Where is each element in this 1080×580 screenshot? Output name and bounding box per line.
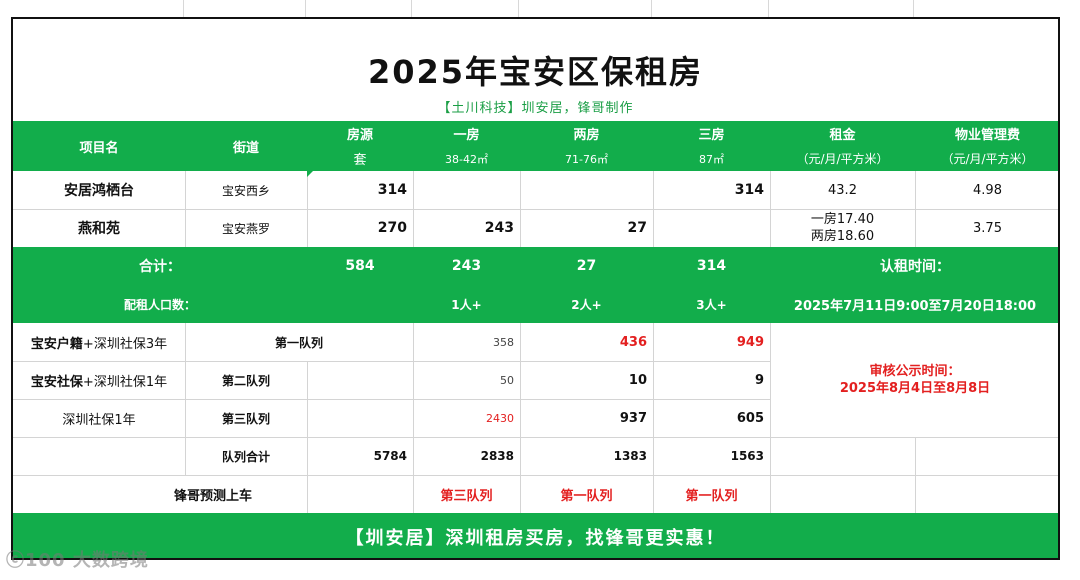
table-row-mgmt-fee: 4.98 [973,182,1002,198]
prediction-two-bed: 第一队列 [560,488,613,504]
total-listings: 584 [345,258,375,274]
queue-total-listings: 5784 [373,449,407,463]
queue-total-two-bed: 1383 [613,449,647,463]
table-row-two-bed [520,171,653,209]
header-listings: 房源 [346,128,373,143]
queue-row-name: 深圳社保1年 [13,399,185,437]
queue-row-one-bed: 2430 [486,411,514,425]
header-street: 街道 [232,140,259,156]
review-time: 审核公示时间： 2025年8月4日至8月8日 [770,323,1058,437]
header-three-bed: 三房 [698,128,725,143]
watermark: ⓒ100 大数跨境 [6,546,149,572]
totals-band [13,247,1058,323]
table-row-rent: 43.2 [828,182,857,198]
total-two-bed: 27 [576,258,597,274]
header-one-bed-area: 38-42㎡ [445,152,488,166]
ratio-label: 配租人口数： [123,297,196,312]
table-row-project: 燕和苑 [78,221,120,237]
queue-row-one-bed: 358 [493,335,514,349]
table-row-listings: 270 [377,220,407,236]
queue-row-three-bed: 949 [736,334,764,350]
queue-row-one-bed: 50 [500,373,514,387]
rent-two-bed: 两房18.60 [810,229,875,244]
ratio-two-bed: 2人+ [571,297,602,312]
queue-name-rest: +深圳社保3年 [82,336,168,352]
footer-banner: 【圳安居】深圳租房买房，找锋哥更实惠！ [13,513,1058,558]
header-three-bed-area: 87㎡ [699,152,724,166]
watermark-text: 大数跨境 [72,550,149,571]
header-mgmt-fee: 物业管理费 [954,128,1020,143]
header-two-bed: 两房 [573,128,600,143]
header-two-bed-area: 71-76㎡ [565,152,608,166]
table-row-project: 安居鸿栖台 [64,183,134,199]
queue-row-two-bed: 10 [628,372,647,388]
table-row-one-bed: 243 [484,220,514,236]
table-row-three-bed: 314 [734,182,764,198]
queue-total-three-bed: 1563 [730,449,764,463]
queue-total-label: 队列合计 [221,449,270,464]
rent-one-bed: 一房17.40 [810,212,875,227]
comment-marker [307,171,313,177]
sheet-subtitle: 【土川科技】圳安居，锋哥制作 [437,101,634,116]
rental-housing-sheet: 2025年宝安区保租房 【土川科技】圳安居，锋哥制作 项目名 街道 房源 套 一… [11,17,1060,560]
total-one-bed: 243 [451,258,482,274]
spreadsheet-grid-top [0,0,1080,18]
total-three-bed: 314 [696,258,727,274]
queue-row-two-bed: 436 [619,334,647,350]
prediction-one-bed: 第三队列 [440,488,493,504]
table-row-mgmt-fee: 3.75 [973,220,1002,236]
queue-name-bold: 宝安社保 [30,374,83,390]
queue-row-three-bed: 605 [736,410,764,426]
header-rent: 租金 [829,128,856,143]
header-listings-unit: 套 [353,153,367,168]
queue-row-name: 宝安社保 +深圳社保1年 [13,361,185,399]
queue-row-three-bed: 9 [754,372,764,388]
queue-row-label: 第三队列 [221,411,270,426]
table-row-listings: 314 [377,182,407,198]
table-row-one-bed [413,171,520,209]
apply-time-value: 2025年7月11日9:00至7月20日18:00 [793,298,1037,314]
queue-row-label: 第二队列 [221,373,270,388]
header-one-bed: 一房 [453,128,480,143]
sheet-title: 2025年宝安区保租房 [367,53,704,91]
queue-name-rest: 深圳社保1年 [62,412,136,428]
header-rent-unit: （元/月/平方米） [796,152,889,166]
watermark-logo-icon: ⓒ100 [6,550,73,571]
header-mgmt-fee-unit: （元/月/平方米） [941,152,1034,166]
queue-name-rest: +深圳社保1年 [82,374,168,390]
review-time-label: 审核公示时间： [869,364,961,379]
apply-time-label: 认租时间： [880,259,950,275]
table-row-street: 宝安燕罗 [221,221,270,236]
total-label: 合计： [139,259,181,275]
review-time-value: 2025年8月4日至8月8日 [839,381,991,396]
table-row-street: 宝安西乡 [221,183,270,198]
table-row-two-bed: 27 [627,220,647,236]
table-row-three-bed [653,209,770,247]
ratio-three-bed: 3人+ [696,297,727,312]
prediction-label: 锋哥预测上车 [173,488,252,504]
queue-name-bold: 宝安户籍 [30,336,83,352]
prediction-three-bed: 第一队列 [685,488,738,504]
header-project: 项目名 [79,140,119,156]
ratio-one-bed: 1人+ [451,297,482,312]
queue-total-one-bed: 2838 [480,449,514,463]
header-band [13,121,1058,171]
queue-row-name: 宝安户籍 +深圳社保3年 [13,323,185,361]
queue-row-two-bed: 937 [619,410,647,426]
table-row-rent: 一房17.40 两房18.60 [770,209,915,247]
queue-row-label: 第一队列 [274,335,323,350]
